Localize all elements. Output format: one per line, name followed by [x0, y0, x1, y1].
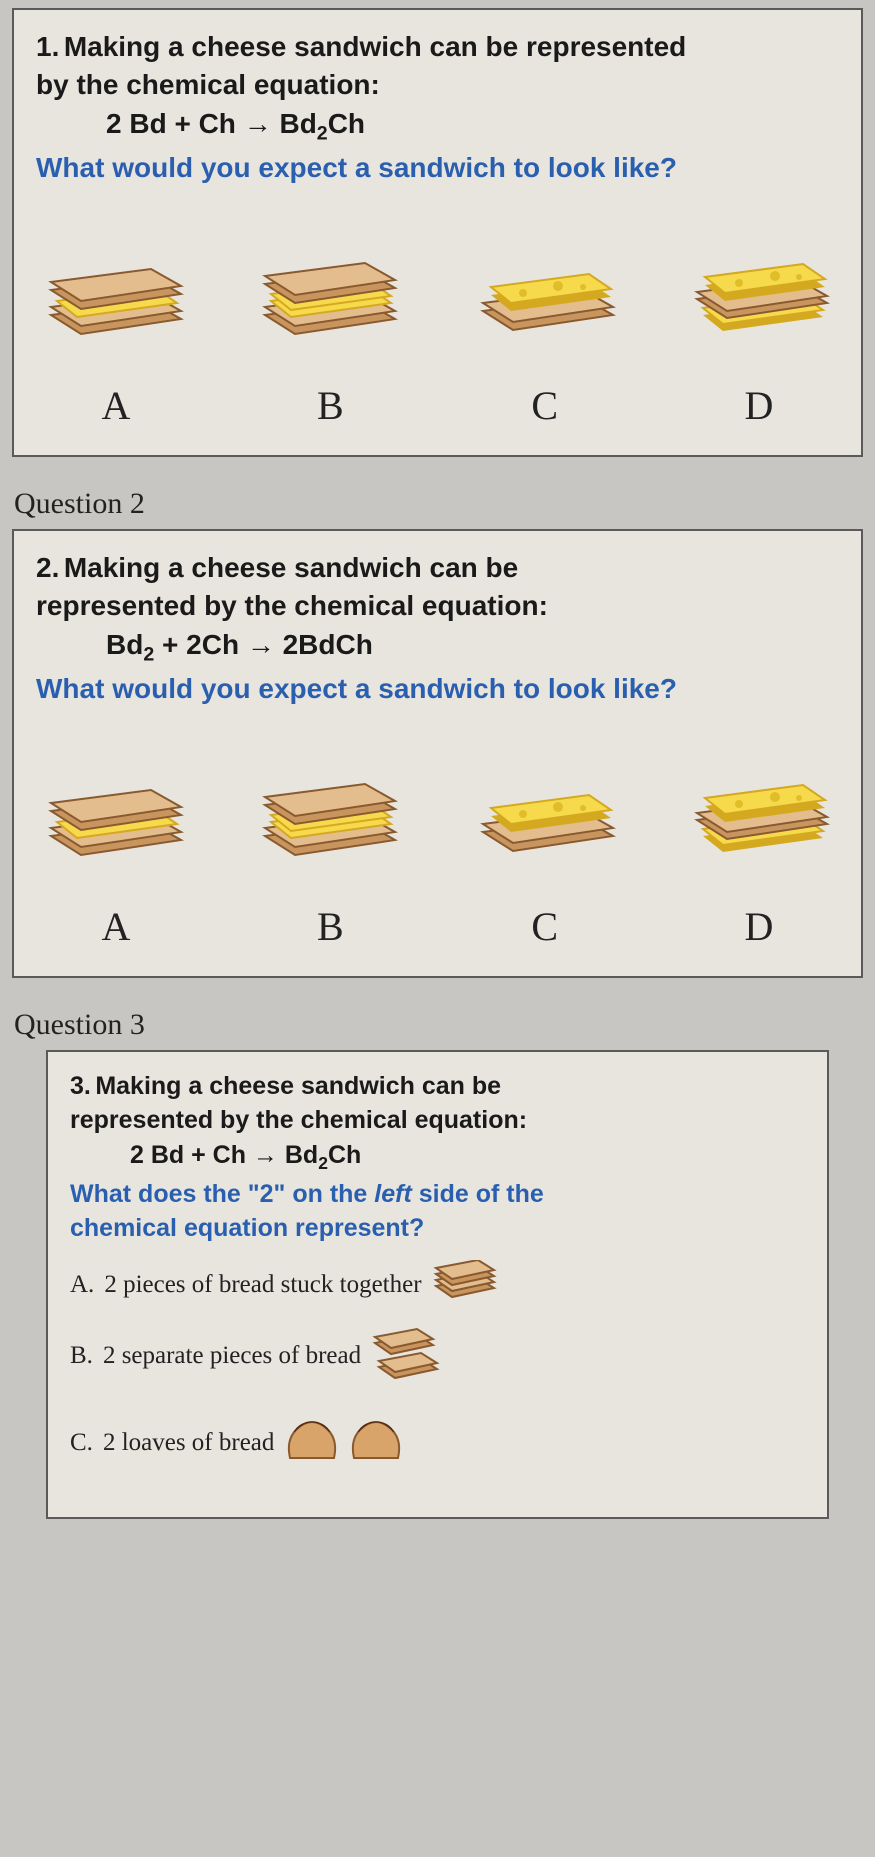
prompt-pre: What does the "2" on the — [70, 1180, 374, 1208]
bread-stuck-icon — [432, 1260, 502, 1311]
q1-intro-2: by the chemical equation: — [36, 66, 839, 104]
option-label: D — [745, 903, 774, 950]
cheese-bread-icon — [465, 247, 625, 352]
q3-options: A. 2 pieces of bread stuck together B. 2… — [70, 1260, 805, 1477]
prompt-post: side of the — [412, 1180, 544, 1208]
q3-text: 3. Making a cheese sandwich can be — [70, 1070, 805, 1104]
question-1-box: 1. Making a cheese sandwich can be repre… — [12, 8, 863, 457]
cheese-bread-cheese-icon — [679, 247, 839, 352]
sandwich-bcb-icon — [36, 247, 196, 352]
eq-sub: 2 — [317, 122, 328, 144]
option-label: A — [102, 382, 131, 429]
option-label: C — [531, 903, 558, 950]
q3-equation: 2 Bd + Ch → Bd2Ch — [130, 1141, 805, 1174]
q1-option-c[interactable]: C — [465, 247, 625, 429]
q2-number: 2. — [36, 552, 59, 583]
loaf-two-icon — [284, 1410, 414, 1477]
opt-text: 2 pieces of bread stuck together — [104, 1271, 421, 1299]
q1-option-a[interactable]: A — [36, 247, 196, 429]
q3-number: 3. — [70, 1072, 91, 1100]
q1-option-b[interactable]: B — [250, 247, 410, 429]
sandwich-bccb-icon — [250, 247, 410, 352]
eq-post: Ch — [328, 1141, 361, 1169]
opt-letter: C. — [70, 1429, 93, 1457]
option-label: B — [317, 382, 344, 429]
opt-letter: A. — [70, 1271, 94, 1299]
question-2-box: 2. Making a cheese sandwich can be repre… — [12, 529, 863, 978]
q1-intro-1: Making a cheese sandwich can be represen… — [64, 31, 686, 62]
eq-sub: 2 — [143, 643, 154, 665]
q1-options: A B — [36, 247, 839, 429]
option-label: C — [531, 382, 558, 429]
eq-pre: Bd — [106, 629, 143, 660]
q3-option-c[interactable]: C. 2 loaves of bread — [70, 1410, 805, 1477]
q3-intro-1: Making a cheese sandwich can be — [95, 1072, 501, 1100]
q3-option-a[interactable]: A. 2 pieces of bread stuck together — [70, 1260, 805, 1311]
option-label: A — [102, 903, 131, 950]
eq-post: Ch — [328, 108, 365, 139]
q1-number: 1. — [36, 31, 59, 62]
sandwich-bccb-icon — [250, 768, 410, 873]
opt-text: 2 separate pieces of bread — [103, 1342, 361, 1370]
prompt-emph: left — [374, 1180, 412, 1208]
q2-prompt: What would you expect a sandwich to look… — [36, 670, 839, 708]
q3-option-b[interactable]: B. 2 separate pieces of bread — [70, 1325, 805, 1388]
q1-text: 1. Making a cheese sandwich can be repre… — [36, 28, 839, 66]
q2-equation: Bd2 + 2Ch → 2BdCh — [106, 629, 839, 667]
q1-prompt: What would you expect a sandwich to look… — [36, 149, 839, 187]
q2-option-a[interactable]: A — [36, 768, 196, 950]
q1-equation: 2 Bd + Ch → Bd2Ch — [106, 108, 839, 146]
q2-option-c[interactable]: C — [465, 768, 625, 950]
q2-text: 2. Making a cheese sandwich can be — [36, 549, 839, 587]
sandwich-bcb-icon — [36, 768, 196, 873]
q2-options: A B — [36, 768, 839, 950]
q2-intro-2: represented by the chemical equation: — [36, 587, 839, 625]
eq-mid: + 2Ch → 2BdCh — [154, 629, 373, 660]
q3-intro-2: represented by the chemical equation: — [70, 1104, 805, 1138]
q3-prompt-2: chemical equation represent? — [70, 1212, 805, 1246]
bread-two-icon — [371, 1325, 441, 1388]
opt-letter: B. — [70, 1342, 93, 1370]
eq-sub: 2 — [318, 1153, 328, 1173]
option-label: B — [317, 903, 344, 950]
q1-option-d[interactable]: D — [679, 247, 839, 429]
eq-pre: 2 Bd + Ch → Bd — [106, 108, 317, 139]
question-3-box: 3. Making a cheese sandwich can be repre… — [46, 1050, 829, 1519]
q3-prompt-1: What does the "2" on the left side of th… — [70, 1178, 805, 1212]
question-3-heading: Question 3 — [14, 1008, 875, 1042]
eq-pre: 2 Bd + Ch → Bd — [130, 1141, 318, 1169]
opt-text: 2 loaves of bread — [103, 1429, 274, 1457]
cheese-bread-cheese-icon — [679, 768, 839, 873]
option-label: D — [745, 382, 774, 429]
q2-option-d[interactable]: D — [679, 768, 839, 950]
cheese-bread-icon — [465, 768, 625, 873]
q2-intro-1: Making a cheese sandwich can be — [64, 552, 518, 583]
q2-option-b[interactable]: B — [250, 768, 410, 950]
question-2-heading: Question 2 — [14, 487, 875, 521]
